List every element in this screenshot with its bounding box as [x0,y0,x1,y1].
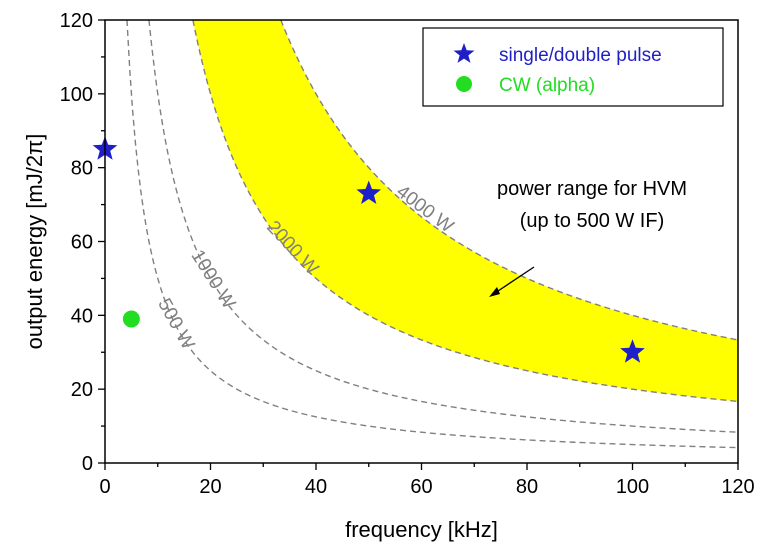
x-tick-label: 60 [410,476,432,498]
x-tick-labels: 0 20 40 60 80 100 120 [99,476,754,498]
y-axis-title-suffix: ] [22,134,47,140]
legend: single/double pulse CW (alpha) [423,28,723,106]
y-tick-label: 60 [71,232,93,254]
y-tick-label: 0 [82,453,93,475]
legend-label-single-double-pulse: single/double pulse [499,45,662,66]
x-tick-label: 20 [199,476,221,498]
curve-label-1000-w: 1000 W [187,246,240,313]
legend-label-cw-alpha: CW (alpha) [499,75,595,96]
x-tick-label: 80 [516,476,538,498]
y-tick-label: 120 [60,10,93,32]
circle-point-0 [123,311,140,328]
x-tick-label: 120 [721,476,754,498]
y-tick-label: 20 [71,379,93,401]
y-tick-labels: 0 20 40 60 80 100 120 [60,10,93,475]
y-axis-title-symbol: π [22,140,47,155]
x-tick-label: 40 [305,476,327,498]
annotation-line-1: power range for HVM [497,178,687,200]
legend-circle-marker [456,76,472,92]
curve-label-500-w: 500 W [153,295,198,353]
annotation-line-2: (up to 500 W IF) [520,210,665,232]
x-tick-label: 100 [616,476,649,498]
y-tick-label: 80 [71,158,93,180]
y-axis-title: output energy [mJ/2π] [22,134,47,350]
x-axis-title: frequency [kHz] [345,517,498,542]
y-tick-label: 40 [71,305,93,327]
y-tick-label: 100 [60,84,93,106]
y-axis-title-prefix: output energy [mJ/2 [22,155,47,349]
x-tick-label: 0 [99,476,110,498]
